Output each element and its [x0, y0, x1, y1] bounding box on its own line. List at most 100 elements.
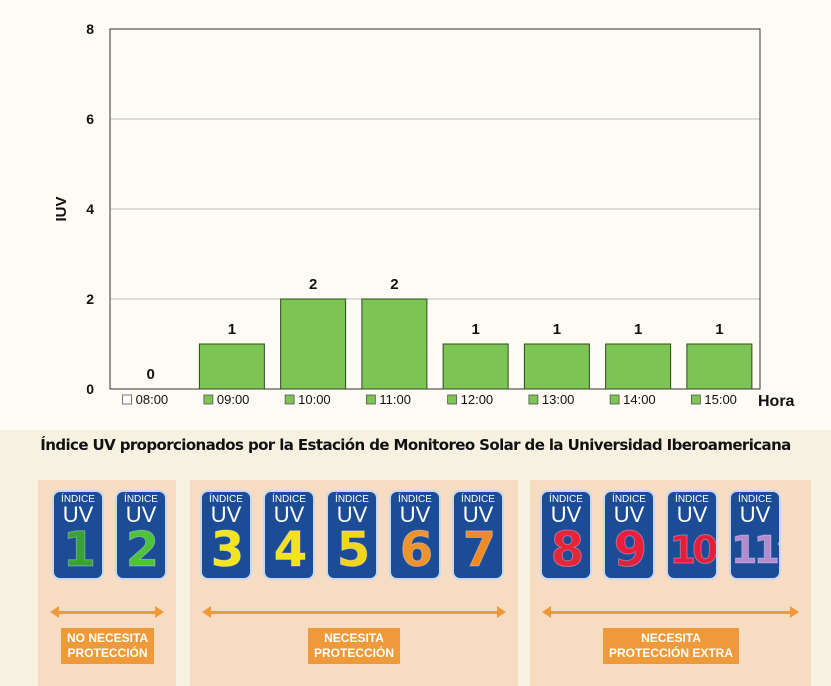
protection-badge-line: NO NECESITA	[67, 631, 149, 645]
card-uv-label: UV	[739, 502, 771, 527]
card-index-label: ÍNDICE	[124, 494, 158, 505]
protection-badge-line: PROTECCIÓN EXTRA	[609, 646, 734, 660]
uv-index-scale: ÍNDICE UV 1 ÍNDICE UV 2 NO NECESITA PROTECCIÓN Í…	[38, 480, 811, 686]
uv-index-card: ÍNDICE UV 1	[52, 490, 104, 580]
uv-index-card: ÍNDICE UV 9	[603, 490, 655, 580]
bars	[198, 298, 753, 390]
x-axis-label: Hora	[758, 393, 795, 410]
legend-swatch	[122, 394, 133, 405]
data-label: 1	[715, 321, 723, 338]
card-index-value: 8	[550, 522, 584, 578]
protection-badge: NECESITA PROTECCIÓN	[308, 628, 401, 664]
uv-group-3: ÍNDICEUV8ÍNDICEUV9ÍNDICEUV10ÍNDICEUV11⁺N…	[530, 480, 811, 686]
card-index-label: ÍNDICE	[675, 494, 709, 505]
protection-badge-line: NECESITA	[324, 631, 384, 645]
x-tick-label: 11:00	[379, 392, 411, 407]
card-uv-label: UV	[336, 502, 368, 527]
uv-bar-chart: 0 1 2 2 1 1 1 1 0 2 4 6 8 08:00 09:00 10:00 11:00 12:00…	[0, 0, 831, 430]
category-legend: 08:00 09:00 10:00 11:00 12:00 13:00 14:00 15:00	[122, 392, 737, 407]
card-index-value: 6	[399, 522, 433, 578]
card-index-label: ÍNDICE	[738, 494, 772, 505]
x-tick-label: 14:00	[623, 392, 656, 407]
card-index-label: ÍNDICE	[549, 494, 583, 505]
card-uv-label: UV	[399, 502, 431, 527]
range-arrow	[542, 606, 799, 618]
legend-swatch	[365, 394, 376, 405]
chart-caption: Índice UV proporcionados por la Estación…	[40, 436, 791, 454]
uv-index-card: ÍNDICE UV 2	[115, 490, 167, 580]
card-uv-label: UV	[462, 502, 494, 527]
bar	[361, 298, 428, 390]
uv-index-card: ÍNDICE UV 7	[452, 490, 504, 580]
card-index-value: 4	[273, 522, 307, 578]
uv-index-card: ÍNDICE UV 6	[389, 490, 441, 580]
bar	[442, 343, 509, 390]
card-uv-label: UV	[62, 502, 94, 527]
y-tick-label: 2	[86, 291, 94, 307]
legend-swatch	[284, 394, 295, 405]
card-index-label: ÍNDICE	[272, 494, 306, 505]
x-tick-label: 15:00	[704, 392, 737, 407]
card-uv-label: UV	[273, 502, 305, 527]
chart-canvas: 0 1 2 2 1 1 1 1 0 2 4 6 8 08:00 09:00 10:00 11:00 12:00…	[53, 21, 795, 410]
card-uv-label: UV	[550, 502, 582, 527]
protection-badge-line: PROTECCIÓN	[314, 646, 395, 660]
y-tick-label: 0	[86, 381, 94, 397]
bar	[686, 343, 753, 390]
y-tick-label: 4	[86, 201, 94, 217]
uv-index-card: ÍNDICE UV 3	[200, 490, 252, 580]
data-label: 1	[228, 321, 236, 338]
card-index-label: ÍNDICE	[612, 494, 646, 505]
card-index-label: ÍNDICE	[335, 494, 369, 505]
legend-swatch	[528, 394, 539, 405]
uv-index-card: ÍNDICE UV 10	[666, 490, 718, 580]
data-label: 1	[553, 321, 561, 338]
x-tick-label: 12:00	[461, 392, 494, 407]
card-uv-label: UV	[125, 502, 157, 527]
data-label: 0	[146, 366, 154, 383]
uv-group-2: ÍNDICE UV 3 ÍNDICE UV 4 ÍNDICE UV 5 ÍNDICE UV 6 ÍNDI…	[190, 480, 518, 686]
protection-badge-line: NECESITA	[641, 631, 701, 645]
protection-badge-line: PROTECCIÓN	[67, 646, 148, 660]
data-label: 1	[471, 321, 479, 338]
card-index-value: 3	[210, 522, 244, 578]
bar	[198, 343, 265, 390]
card-index-label: ÍNDICE	[398, 494, 432, 505]
protection-badge: NECESITA PROTECCIÓN EXTRA	[603, 628, 740, 664]
y-axis-label: IUV	[53, 196, 70, 221]
card-index-label: ÍNDICE	[461, 494, 495, 505]
legend-swatch	[203, 394, 214, 405]
data-label: 2	[390, 276, 398, 293]
range-arrow	[50, 606, 164, 618]
y-tick-label: 8	[86, 21, 94, 37]
card-index-value: 1	[62, 522, 96, 578]
card-index-value: 9	[613, 522, 647, 578]
data-label: 1	[634, 321, 642, 338]
card-index-label: ÍNDICE	[61, 494, 95, 505]
y-tick-label: 6	[86, 111, 94, 127]
y-tick-labels: 0 2 4 6 8	[86, 21, 94, 397]
x-tick-label: 10:00	[298, 392, 331, 407]
card-index-value: 7	[462, 522, 496, 578]
range-arrow	[202, 606, 506, 618]
gridlines	[110, 28, 760, 390]
legend-swatch	[447, 394, 458, 405]
uv-index-card: ÍNDICE UV 5	[326, 490, 378, 580]
uv-index-card: ÍNDICE UV 8	[540, 490, 592, 580]
uv-index-card: ÍNDICE UV 4	[263, 490, 315, 580]
card-index-value: 10	[669, 528, 716, 573]
plot-frame	[109, 28, 761, 390]
x-tick-label: 09:00	[217, 392, 250, 407]
legend-swatch	[690, 394, 701, 405]
data-labels: 0 1 2 2 1 1 1 1	[146, 276, 723, 383]
protection-badge: NO NECESITA PROTECCIÓN	[61, 628, 155, 664]
legend-swatch	[609, 394, 620, 405]
card-uv-label: UV	[210, 502, 242, 527]
card-uv-label: UV	[676, 502, 708, 527]
uv-group-1: ÍNDICE UV 1 ÍNDICE UV 2 NO NECESITA PROTECCIÓN	[38, 480, 176, 686]
x-tick-label: 13:00	[542, 392, 575, 407]
bar	[605, 343, 672, 390]
data-label: 2	[309, 276, 317, 293]
bar	[280, 298, 347, 390]
card-index-value: 11⁺	[731, 528, 779, 573]
